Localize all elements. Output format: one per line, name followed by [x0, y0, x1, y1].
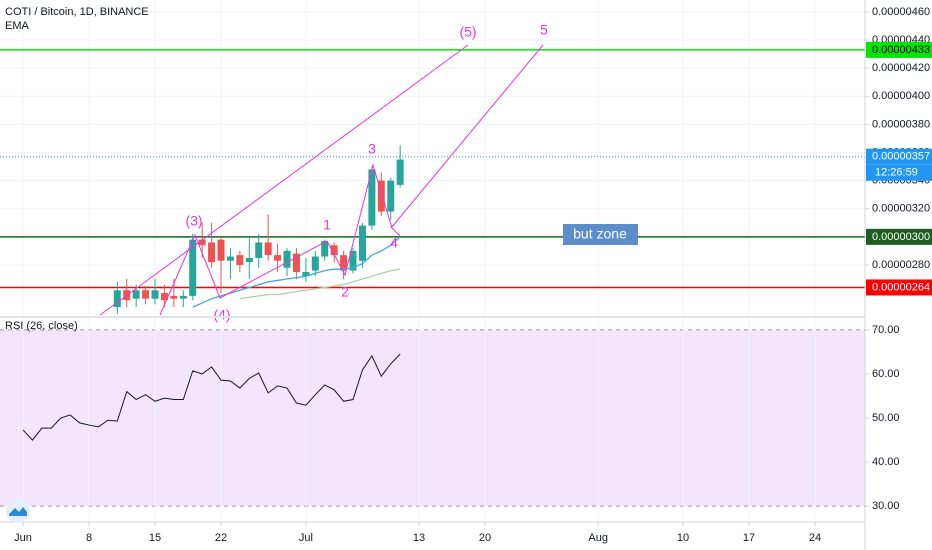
- zone-box: [563, 224, 638, 245]
- level-label: 0.00000300: [872, 231, 930, 243]
- x-tick-label: 10: [677, 532, 689, 544]
- candle-body: [208, 242, 216, 263]
- y-tick-label: 0.00000280: [872, 259, 930, 271]
- level-tag: [866, 279, 932, 296]
- wave-label: (4): [213, 307, 230, 323]
- wave-label: (5): [459, 24, 476, 40]
- zone-label: but zone: [573, 226, 627, 242]
- ema-line: [239, 268, 401, 300]
- candle-body: [368, 169, 376, 226]
- level-label: 0.00000433: [872, 44, 930, 56]
- logo-icon: [9, 507, 27, 516]
- wave-label: 2: [341, 284, 349, 300]
- wave-label: 1: [323, 217, 331, 233]
- candle-body: [311, 256, 319, 271]
- candle-body: [264, 242, 272, 256]
- wave-label: 4: [390, 235, 398, 251]
- candle-body: [302, 271, 310, 277]
- candle-body: [321, 241, 329, 257]
- candle-body: [217, 239, 225, 261]
- candle-body: [349, 250, 357, 271]
- candle-body: [283, 250, 291, 268]
- candle-body: [236, 255, 244, 265]
- candle-body: [226, 256, 234, 261]
- rsi-band: [0, 329, 865, 507]
- y-tick-label: 50.00: [872, 412, 900, 424]
- candle-body: [387, 180, 395, 212]
- level-label: 0.00000264: [872, 281, 930, 293]
- wave-label: 5: [540, 22, 548, 38]
- candle-body: [396, 159, 404, 185]
- y-tick-label: 40.00: [872, 456, 900, 468]
- candle-body: [142, 290, 150, 299]
- y-tick-label: 30.00: [872, 500, 900, 512]
- candle-body: [113, 290, 121, 308]
- countdown-tag: [866, 164, 932, 181]
- y-tick-label: 70.00: [872, 324, 900, 336]
- channel-line: [99, 44, 469, 316]
- wave-label: (3): [185, 213, 202, 229]
- candle-body: [340, 255, 348, 271]
- indicator-label: EMA: [5, 20, 30, 32]
- candle-body: [330, 245, 338, 256]
- y-tick-label: 0.00000420: [872, 62, 930, 74]
- x-tick-label: 17: [743, 532, 755, 544]
- channel-line: [390, 44, 544, 229]
- chart-title: COTI / Bitcoin, 1D, BINANCE: [5, 6, 149, 18]
- candle-body: [358, 225, 366, 261]
- x-tick-label: 15: [149, 532, 161, 544]
- wave-drawing: (5) 5 3 (3) 1 2 4 (4) but zone: [99, 22, 638, 323]
- y-tick-label: 0.00000380: [872, 118, 930, 130]
- y-tick-label: 0.00000320: [872, 203, 930, 215]
- candle-body: [377, 180, 385, 212]
- grid: [0, 0, 865, 522]
- x-tick-label: 24: [809, 532, 821, 544]
- candle-body: [170, 295, 178, 299]
- x-tick-label: 13: [413, 532, 425, 544]
- countdown: 12:26:59: [875, 167, 918, 179]
- level-tag: [866, 41, 932, 58]
- x-tick-label: 20: [479, 532, 491, 544]
- candle-body: [189, 239, 197, 296]
- x-tick-label: 22: [215, 532, 227, 544]
- levels: [0, 49, 865, 289]
- candle-body: [255, 242, 263, 258]
- candle-body: [198, 239, 206, 246]
- pane-separator: [0, 316, 865, 318]
- x-tick-label: Aug: [588, 532, 608, 544]
- level-tag: [866, 228, 932, 245]
- x-tick-label: 8: [86, 532, 92, 544]
- rsi-line: [22, 353, 401, 441]
- candle-body: [245, 257, 253, 263]
- level-tag: [866, 148, 932, 165]
- x-tick-label: Jul: [299, 532, 313, 544]
- candle-body: [274, 255, 282, 261]
- rsi-title: RSI (26, close): [5, 320, 78, 332]
- candle-body: [132, 290, 140, 299]
- candle-body: [160, 293, 168, 301]
- y-tick-label: 0.00000400: [872, 90, 930, 102]
- candle-body: [151, 290, 159, 299]
- y-tick-label: 60.00: [872, 368, 900, 380]
- logo: [6, 499, 30, 523]
- axes: 0.000004600.000004400.000004200.00000400…: [14, 6, 932, 544]
- wave-label: 3: [368, 141, 376, 157]
- x-tick-label: Jun: [14, 532, 32, 544]
- wave-line: [159, 163, 401, 316]
- y-tick-label: 0.00000460: [872, 6, 930, 18]
- level-label: 0.00000357: [872, 151, 930, 163]
- candle-body: [179, 295, 187, 299]
- candle-body: [292, 253, 300, 272]
